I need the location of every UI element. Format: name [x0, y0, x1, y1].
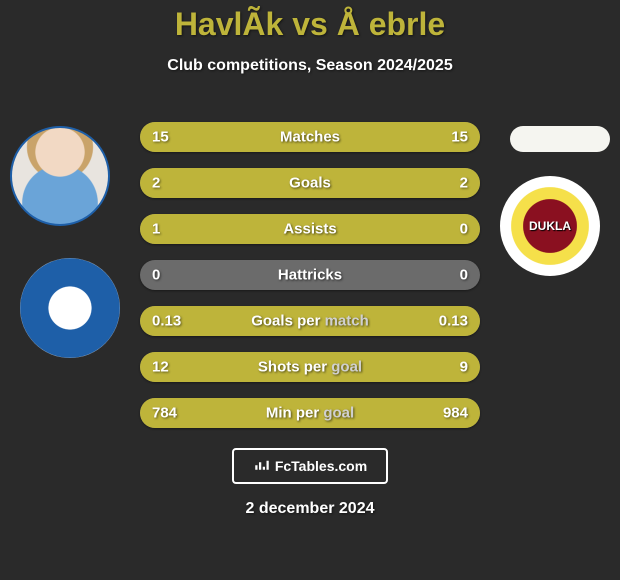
stat-value-left: 2 [152, 175, 160, 192]
stat-value-right: 15 [451, 129, 468, 146]
stat-row: 0.13 0.13 Goals per match [140, 306, 480, 336]
stat-value-right: 984 [443, 405, 468, 422]
stat-label: Goals [289, 175, 331, 192]
watermark: FcTables.com [232, 448, 388, 484]
subtitle: Club competitions, Season 2024/2025 [0, 57, 620, 75]
club-right-crest: DUKLA [500, 176, 600, 276]
stats-bars: 15 15 Matches 2 2 Goals 1 0 Assists 0 0 Hattricks 0.… [140, 122, 480, 444]
stat-bar-left [140, 168, 310, 198]
stat-value-left: 0 [152, 267, 160, 284]
stat-value-right: 0 [460, 267, 468, 284]
stat-label: Shots per goal [258, 359, 362, 376]
stat-label: Goals per match [251, 313, 369, 330]
player-right-avatar [510, 126, 610, 152]
stat-row: 12 9 Shots per goal [140, 352, 480, 382]
stat-row: 15 15 Matches [140, 122, 480, 152]
stat-value-left: 1 [152, 221, 160, 238]
player-left-avatar [10, 126, 110, 226]
stat-label: Assists [283, 221, 336, 238]
stat-value-left: 0.13 [152, 313, 181, 330]
stat-label: Hattricks [278, 267, 342, 284]
stat-value-left: 784 [152, 405, 177, 422]
page-title: HavlÃk vs Å ebrle [0, 0, 620, 43]
stat-value-left: 12 [152, 359, 169, 376]
stat-value-right: 2 [460, 175, 468, 192]
stat-label: Min per goal [266, 405, 354, 422]
stat-bar-right [310, 168, 480, 198]
stat-value-right: 0 [460, 221, 468, 238]
stat-row: 2 2 Goals [140, 168, 480, 198]
stat-value-left: 15 [152, 129, 169, 146]
watermark-text: FcTables.com [275, 458, 367, 474]
chart-icon [253, 457, 271, 475]
stat-row: 1 0 Assists [140, 214, 480, 244]
stat-label: Matches [280, 129, 340, 146]
stat-value-right: 9 [460, 359, 468, 376]
date: 2 december 2024 [246, 500, 375, 518]
stat-value-right: 0.13 [439, 313, 468, 330]
stat-row: 0 0 Hattricks [140, 260, 480, 290]
stat-row: 784 984 Min per goal [140, 398, 480, 428]
club-left-crest [20, 258, 120, 358]
